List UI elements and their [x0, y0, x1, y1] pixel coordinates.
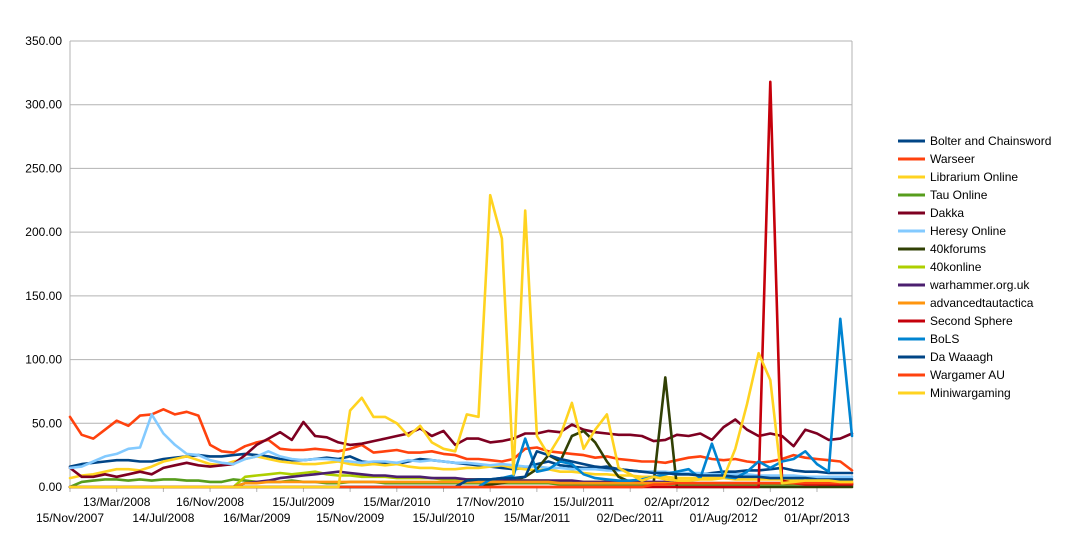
legend-label: 40kforums	[930, 242, 986, 256]
legend-label: Da Waaagh	[930, 350, 993, 364]
x-tick-label: 02/Dec/2011	[597, 511, 664, 525]
legend-label: Librarium Online	[930, 170, 1018, 184]
legend-label: Wargamer AU	[930, 368, 1005, 382]
x-tick-label: 15/Nov/2009	[316, 511, 384, 525]
series-line-dakka	[68, 418, 854, 479]
series-line-miniwargaming	[68, 193, 854, 489]
y-tick-label: 150.00	[25, 289, 62, 303]
legend-label: Bolter and Chainsword	[930, 134, 1051, 148]
x-tick-label: 15/Mar/2011	[504, 511, 571, 525]
series-line-second-sphere	[68, 80, 854, 489]
y-tick-label: 200.00	[25, 225, 62, 239]
y-tick-label: 250.00	[25, 161, 62, 175]
x-tick-label: 15/Mar/2010	[363, 495, 431, 509]
y-tick-label: 350.00	[25, 34, 62, 48]
x-axis: 15/Nov/2007 13/Mar/2008 14/Jul/2008 16/Nov/…	[36, 487, 850, 525]
x-tick-label: 15/Jul/2009	[272, 495, 334, 509]
x-tick-label: 01/Apr/2013	[784, 511, 850, 525]
y-tick-label: 0.00	[39, 480, 63, 494]
legend-label: 40konline	[930, 260, 982, 274]
legend-label: Miniwargaming	[930, 386, 1011, 400]
legend-label: Tau Online	[930, 188, 988, 202]
x-tick-label: 15/Jul/2010	[412, 511, 474, 525]
series-lines	[68, 80, 854, 489]
legend-label: BoLS	[930, 332, 959, 346]
legend-label: Warseer	[930, 152, 975, 166]
y-tick-label: 300.00	[25, 98, 62, 112]
x-tick-label: 15/Nov/2007	[36, 511, 104, 525]
legend-label: Second Sphere	[930, 314, 1013, 328]
legend-label: Heresy Online	[930, 224, 1006, 238]
legend-label: advancedtautactica	[930, 296, 1034, 310]
legend: Bolter and Chainsword Warseer Librarium On…	[898, 134, 1051, 400]
y-axis: 0.00 50.00 100.00 150.00 200.00 250.00 300.00 3…	[25, 34, 62, 494]
y-tick-label: 50.00	[32, 416, 62, 430]
x-tick-label: 01/Aug/2012	[690, 511, 758, 525]
x-tick-label: 14/Jul/2008	[132, 511, 194, 525]
legend-label: warhammer.org.uk	[929, 278, 1030, 292]
x-tick-label: 15/Jul/2011	[553, 495, 614, 509]
y-tick-label: 100.00	[25, 353, 62, 367]
series-line-warseer	[68, 407, 854, 472]
x-tick-label: 16/Nov/2008	[176, 495, 244, 509]
x-tick-label: 16/Mar/2009	[223, 511, 291, 525]
x-tick-label: 13/Mar/2008	[83, 495, 151, 509]
x-tick-label: 17/Nov/2010	[456, 495, 524, 509]
x-tick-label: 02/Apr/2012	[644, 495, 710, 509]
x-tick-label: 02/Dec/2012	[736, 495, 804, 509]
legend-label: Dakka	[930, 206, 964, 220]
